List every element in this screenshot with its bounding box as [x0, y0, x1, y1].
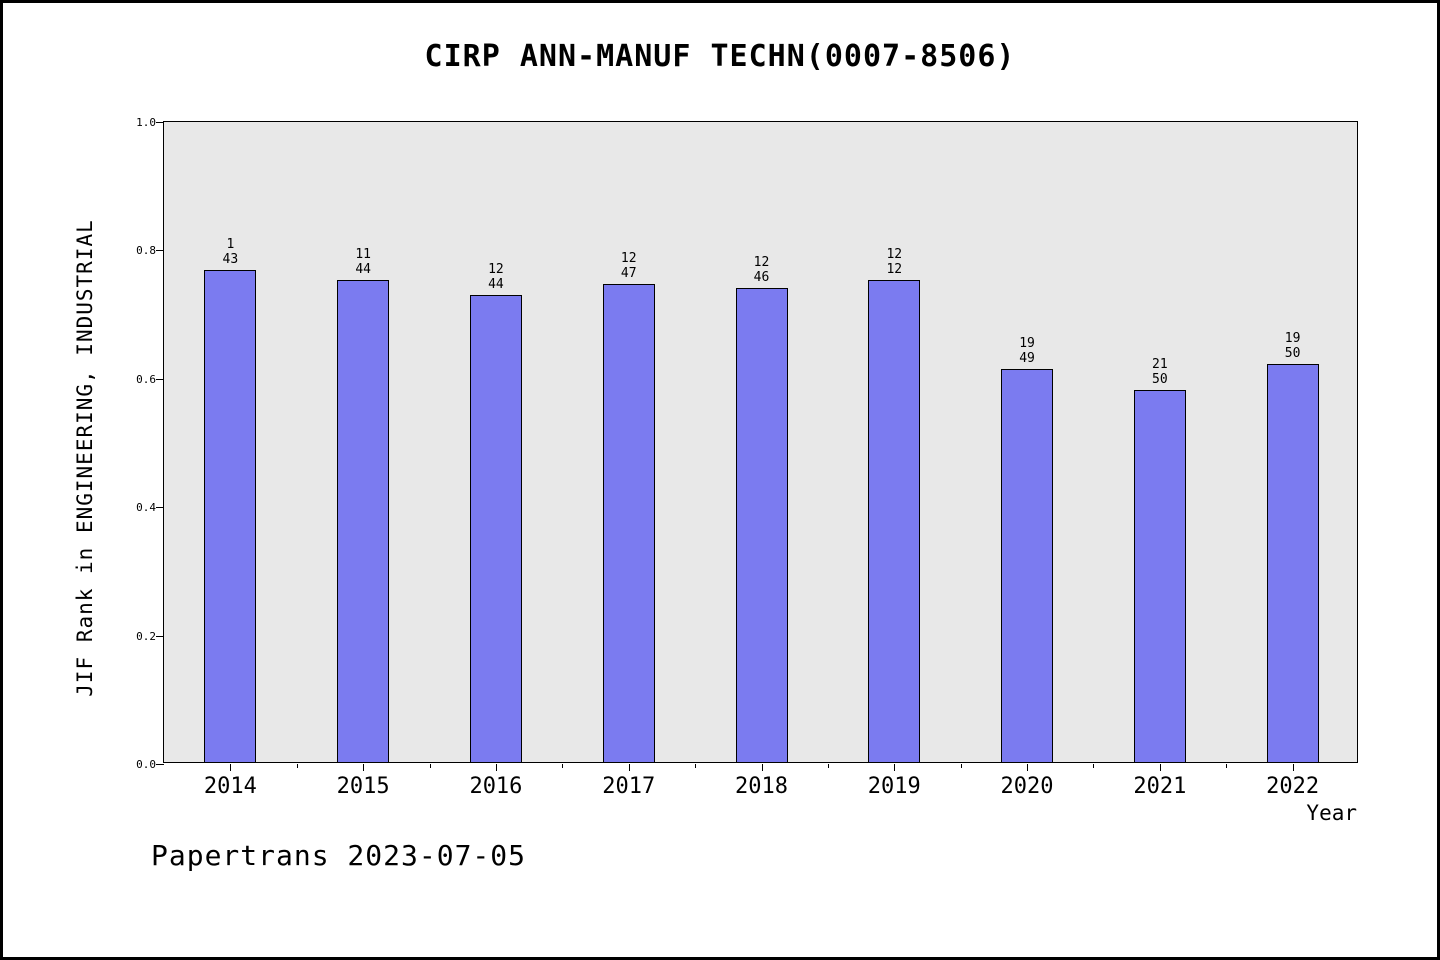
y-tick-label-0.0: 0.0 [136, 758, 156, 771]
bar-2021 [1134, 390, 1186, 762]
x-tick-mark-2014 [230, 764, 231, 771]
x-tick-label-2014: 2014 [203, 774, 257, 799]
x-tick-minor [297, 764, 298, 768]
bar-label-2021: 21 50 [1152, 357, 1168, 387]
x-tick-label-2022: 2022 [1266, 774, 1320, 799]
x-tick-mark-2015 [363, 764, 364, 771]
x-tick-minor [695, 764, 696, 768]
x-tick-minor [430, 764, 431, 768]
x-tick-label-2018: 2018 [735, 774, 788, 799]
bar-label-2014: 1 43 [222, 237, 239, 267]
y-tick-mark [156, 122, 164, 123]
bar-label-2019: 12 12 [886, 247, 903, 277]
bar-2017 [603, 284, 655, 762]
bar-2015 [337, 280, 389, 762]
bar-label-2017: 12 47 [620, 251, 637, 281]
x-tick-mark-2019 [894, 764, 895, 771]
y-tick-mark [156, 764, 164, 765]
y-tick-label-1.0: 1.0 [136, 116, 156, 129]
bar-label-2020: 19 49 [1019, 336, 1035, 366]
x-tick-minor [1093, 764, 1094, 768]
x-tick-label-2015: 2015 [336, 774, 390, 799]
bar-2018 [736, 288, 788, 762]
x-tick-mark-2022 [1293, 764, 1294, 771]
bar-2019 [868, 280, 920, 762]
x-tick-mark-2017 [629, 764, 630, 771]
x-tick-label-2016: 2016 [469, 774, 523, 799]
x-axis-label: Year [1306, 801, 1357, 825]
y-tick-mark [156, 250, 164, 252]
bar-2022 [1267, 364, 1319, 762]
bar-label-2015: 11 44 [355, 247, 371, 277]
x-tick-label-2020: 2020 [1000, 774, 1054, 799]
bar-label-2022: 19 50 [1284, 331, 1301, 361]
bar-2020 [1001, 369, 1053, 762]
x-tick-label-2019: 2019 [867, 774, 921, 799]
x-tick-label-2021: 2021 [1133, 774, 1187, 799]
x-tick-mark-2020 [1027, 764, 1028, 771]
y-tick-mark [156, 507, 164, 509]
x-tick-minor [562, 764, 563, 768]
y-axis-label: JIF Rank in ENGINEERING, INDUSTRIAL [73, 219, 97, 697]
x-tick-mark-2016 [496, 764, 497, 771]
y-tick-label-0.2: 0.2 [136, 629, 156, 643]
y-tick-label-0.8: 0.8 [136, 244, 156, 258]
x-tick-label-2017: 2017 [602, 774, 656, 799]
bar-label-2018: 12 46 [753, 255, 770, 285]
x-tick-minor [828, 764, 829, 768]
y-tick-mark [156, 378, 164, 380]
footer-watermark: Papertrans 2023-07-05 [151, 839, 527, 872]
y-tick-label-0.4: 0.4 [136, 501, 156, 515]
x-tick-minor [1226, 764, 1227, 768]
y-tick-mark [156, 635, 164, 637]
x-tick-mark-2021 [1160, 764, 1161, 771]
bar-2016 [470, 295, 522, 762]
y-tick-label-0.6: 0.6 [136, 372, 156, 386]
x-tick-mark-2018 [762, 764, 763, 771]
bar-label-2016: 12 44 [488, 262, 504, 292]
x-tick-minor [961, 764, 962, 768]
plot-area: 0.0 0.2 0.4 0.6 0.8 1.0 1 43 2014 11 44 2015 12 44 201… [136, 116, 1358, 799]
bar-2014 [204, 270, 256, 762]
chart-title: CIRP ANN-MANUF TECHN(0007-8506) [424, 39, 1016, 74]
